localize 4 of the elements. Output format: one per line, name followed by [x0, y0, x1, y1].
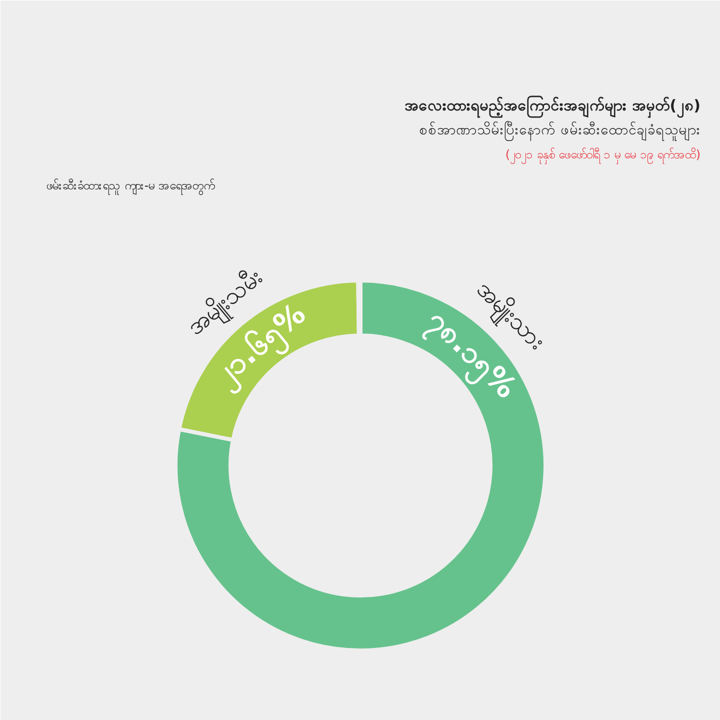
chart-subtitle: စစ်အာဏာသိမ်းပြီးနောက် ဖမ်းဆီးထောင်ချခံရသူများ	[419, 122, 701, 140]
chart-title: အလေးထားရမည့်အကြောင်းအချက်များ အမှတ်(၂၈)	[404, 94, 701, 118]
text: (၂၀၂၁ ခုနှစ် ဖေဖော်ဝါရီ ၁ မှ မေ ၁၉ ရက်အထိ)	[505, 146, 701, 164]
legend-title: ဖမ်းဆီးခံထားရသူ ကျား-မ အရေအတွက်	[46, 178, 214, 196]
